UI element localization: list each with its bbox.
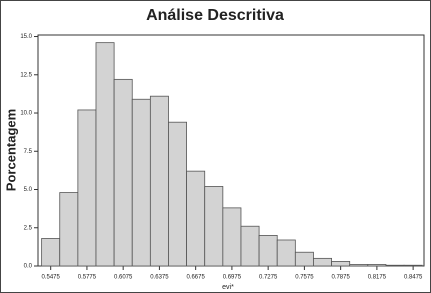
bar bbox=[59, 192, 79, 267]
x-tick-label: 0.7875 bbox=[331, 275, 350, 281]
y-tick-label: 5.0 bbox=[24, 187, 33, 193]
bar bbox=[186, 170, 206, 267]
x-tick-label: 0.6375 bbox=[150, 275, 169, 281]
bar bbox=[276, 239, 296, 267]
bar bbox=[367, 264, 387, 267]
bar bbox=[331, 261, 351, 267]
x-axis-label: evi* bbox=[222, 284, 234, 291]
x-tick-label: 0.6975 bbox=[223, 275, 242, 281]
y-tick-label: 0.0 bbox=[24, 264, 33, 270]
bar bbox=[149, 95, 169, 267]
x-tick-label: 0.7275 bbox=[259, 275, 278, 281]
bar bbox=[77, 109, 97, 267]
bar bbox=[41, 238, 61, 267]
bar bbox=[349, 264, 369, 267]
bar bbox=[204, 186, 224, 267]
bar bbox=[95, 42, 115, 267]
x-tick-label: 0.6075 bbox=[114, 275, 133, 281]
x-tick-label: 0.7575 bbox=[295, 275, 314, 281]
y-tick-label: 15.0 bbox=[20, 34, 32, 40]
bar bbox=[240, 225, 260, 267]
x-tick-label: 0.8175 bbox=[368, 275, 387, 281]
x-tick-label: 0.5475 bbox=[42, 275, 61, 281]
bar bbox=[403, 264, 423, 267]
y-tick-label: 2.5 bbox=[24, 225, 33, 231]
chart-title: Análise Descritiva bbox=[146, 7, 284, 24]
bar bbox=[131, 98, 151, 267]
y-axis-label: Porcentagem bbox=[3, 109, 18, 191]
bar bbox=[313, 257, 332, 267]
y-tick-label: 12.5 bbox=[20, 72, 32, 78]
y-tick-label: 10.0 bbox=[20, 111, 32, 117]
x-tick-label: 0.6675 bbox=[186, 275, 205, 281]
y-tick-label: 7.5 bbox=[24, 149, 33, 155]
bar bbox=[168, 121, 188, 267]
bar bbox=[113, 78, 133, 267]
bar bbox=[258, 235, 278, 267]
bar bbox=[222, 207, 242, 267]
x-tick-label: 0.8475 bbox=[404, 275, 423, 281]
bar bbox=[294, 251, 314, 267]
x-tick-label: 0.5775 bbox=[78, 275, 97, 281]
bar bbox=[385, 264, 405, 267]
